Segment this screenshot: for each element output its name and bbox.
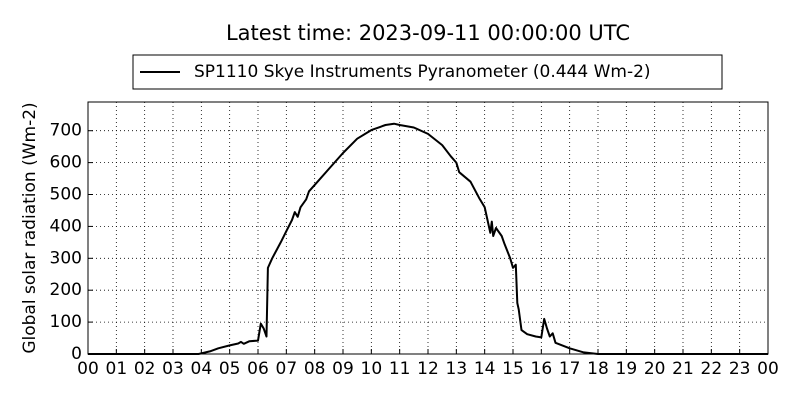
x-tick-label: 04 [191, 359, 213, 379]
y-tick-label: 400 [50, 216, 82, 236]
y-axis-label: Global solar radiation (Wm-2) [20, 102, 40, 353]
x-tick-label: 00 [757, 359, 779, 379]
x-tick-label: 13 [446, 359, 468, 379]
y-tick-label: 0 [71, 344, 82, 364]
legend-box [132, 54, 723, 90]
y-tick-label: 300 [50, 248, 82, 268]
x-tick-label: 16 [531, 359, 553, 379]
x-tick-label: 20 [644, 359, 666, 379]
x-tick-label: 14 [474, 359, 496, 379]
x-tick-label: 19 [616, 359, 638, 379]
x-tick-label: 05 [219, 359, 241, 379]
x-tick-label: 09 [332, 359, 354, 379]
y-tick-label: 200 [50, 280, 82, 300]
x-tick-label: 01 [106, 359, 128, 379]
data-line [88, 122, 768, 355]
x-tick-label: 08 [304, 359, 326, 379]
x-tick-label: 11 [389, 359, 411, 379]
y-tick-label: 600 [50, 153, 82, 173]
x-tick-label: 17 [559, 359, 581, 379]
x-tick-label: 10 [361, 359, 383, 379]
plot-frame [87, 101, 769, 355]
y-tick-label: 700 [50, 121, 82, 141]
x-tick-label: 03 [162, 359, 184, 379]
legend-label: SP1110 Skye Instruments Pyranometer (0.4… [194, 62, 651, 82]
y-tick-label: 500 [50, 185, 82, 205]
x-tick-label: 22 [701, 359, 723, 379]
x-tick-label: 06 [247, 359, 269, 379]
x-tick-label: 21 [672, 359, 694, 379]
x-tick-label: 07 [276, 359, 298, 379]
x-tick-label: 00 [77, 359, 99, 379]
x-tick-label: 02 [134, 359, 156, 379]
y-tick-label: 100 [50, 312, 82, 332]
x-tick-label: 12 [417, 359, 439, 379]
chart-title: Latest time: 2023-09-11 00:00:00 UTC [226, 21, 630, 45]
x-tick-label: 15 [502, 359, 524, 379]
x-tick-label: 18 [587, 359, 609, 379]
x-tick-label: 23 [729, 359, 751, 379]
